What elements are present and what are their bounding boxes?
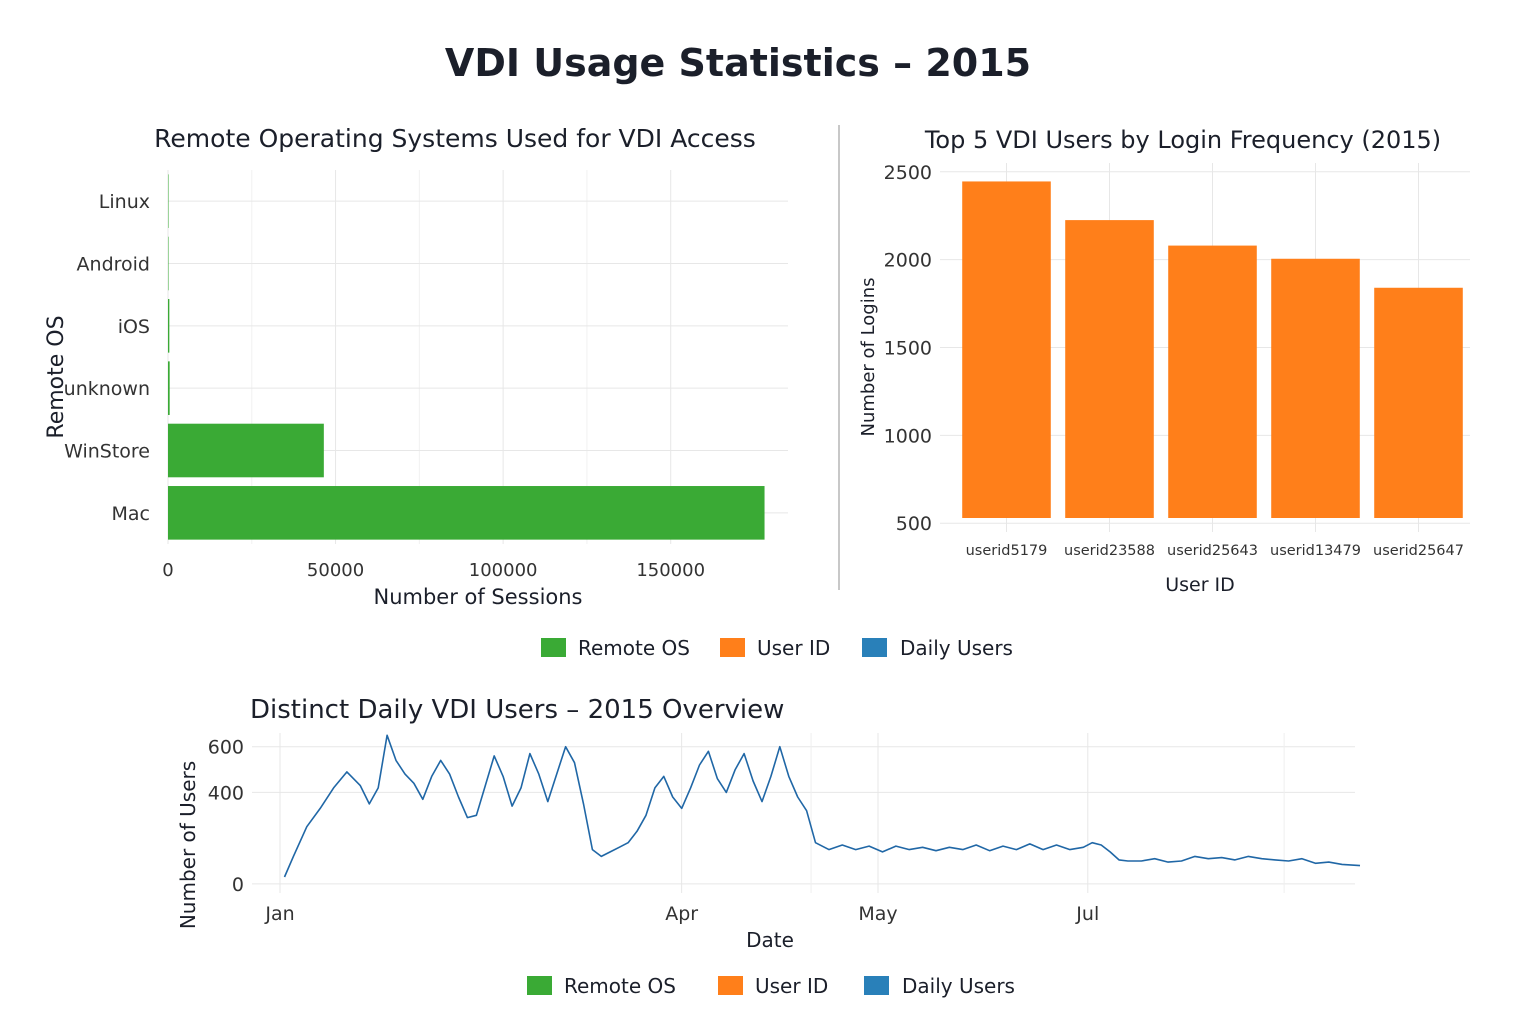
daily-users-chart-y-tick-label: 600 <box>208 737 244 759</box>
os-chart-x-tick-label: 100000 <box>469 560 538 581</box>
top-users-chart-bar-userid5179 <box>962 181 1051 518</box>
legend-label-daily-users: Daily Users <box>902 974 1015 998</box>
os-chart-title: Remote Operating Systems Used for VDI Ac… <box>154 124 756 153</box>
os-chart-x-axis-label: Number of Sessions <box>373 585 582 609</box>
daily-users-chart: Distinct Daily VDI Users – 2015 Overview… <box>176 695 1361 952</box>
daily-users-chart-x-axis-label: Date <box>746 928 794 952</box>
top-users-chart-y-tick-label: 500 <box>896 513 932 535</box>
daily-users-chart-grid <box>252 733 1355 893</box>
top-users-chart-bars <box>962 181 1463 519</box>
daily-users-chart-y-tick-label: 0 <box>232 874 244 896</box>
legend-swatch-remote-os <box>527 976 552 995</box>
daily-users-line <box>283 734 1361 878</box>
daily-users-chart-y-ticks: 0 400 600 <box>208 737 244 896</box>
top-users-chart-category-label: userid5179 <box>966 543 1048 559</box>
top-users-chart-bar-userid23588 <box>1065 220 1154 518</box>
top-users-chart-y-axis-label: Number of Logins <box>858 277 879 436</box>
top-users-chart-y-tick-label: 1500 <box>884 338 932 360</box>
top-users-chart-x-axis-label: User ID <box>1165 574 1235 596</box>
top-users-chart-category-label: userid23588 <box>1064 543 1155 559</box>
top-users-chart-category-label: userid25647 <box>1373 543 1464 559</box>
os-chart-bar-android <box>168 236 169 291</box>
legend-label-daily-users: Daily Users <box>900 636 1013 660</box>
top-users-chart: Top 5 VDI Users by Login Frequency (2015… <box>858 126 1470 596</box>
os-chart-category-label: Android <box>77 254 150 276</box>
os-chart-bar-mac <box>168 486 765 540</box>
top-users-chart-y-tick-label: 2500 <box>884 162 932 184</box>
top-users-chart-bar-userid13479 <box>1271 258 1360 518</box>
legend-swatch-remote-os <box>541 638 566 657</box>
legend-label-user-id: User ID <box>755 974 828 998</box>
daily-users-chart-series <box>283 734 1361 878</box>
os-chart-bar-unknown <box>168 361 170 415</box>
os-chart-x-tick-label: 0 <box>162 560 173 581</box>
legend-label-remote-os: Remote OS <box>564 974 676 998</box>
top-users-chart-y-tick-label: 1000 <box>884 425 932 447</box>
top-users-chart-category-label: userid25643 <box>1167 543 1258 559</box>
top-users-chart-y-tick-label: 2000 <box>884 250 932 272</box>
daily-users-chart-title: Distinct Daily VDI Users – 2015 Overview <box>250 695 784 725</box>
os-chart-category-label: iOS <box>118 316 150 338</box>
legend-top: Remote OS User ID Daily Users <box>541 636 1013 660</box>
os-chart-x-tick-label: 50000 <box>307 560 364 581</box>
top-users-chart-category-label: userid13479 <box>1270 543 1361 559</box>
top-users-chart-category-labels: userid5179 userid23588 userid25643 userid13… <box>966 543 1464 559</box>
top-users-chart-bar-userid25643 <box>1168 245 1257 519</box>
os-chart-bar-linux <box>168 174 169 228</box>
daily-users-chart-y-axis-label: Number of Users <box>176 761 200 929</box>
legend-swatch-daily-users <box>862 638 887 657</box>
os-chart: Remote Operating Systems Used for VDI Ac… <box>44 124 788 609</box>
daily-users-chart-x-tick-label: Apr <box>665 903 698 925</box>
os-chart-category-labels: Linux Android iOS unknown WinStore Mac <box>64 191 150 525</box>
os-chart-bars <box>168 174 765 540</box>
top-users-chart-title: Top 5 VDI Users by Login Frequency (2015… <box>924 126 1441 154</box>
legend-swatch-user-id <box>720 638 745 657</box>
os-chart-category-label: WinStore <box>64 441 150 463</box>
top-users-chart-y-ticks: 500 1000 1500 2000 2500 <box>884 162 932 535</box>
daily-users-chart-x-tick-label: Jul <box>1075 903 1099 925</box>
top-users-chart-bar-userid25647 <box>1374 287 1463 518</box>
legend-swatch-daily-users <box>864 976 889 995</box>
legend-swatch-user-id <box>718 976 743 995</box>
daily-users-chart-x-tick-label: May <box>858 903 897 925</box>
os-chart-category-label: Linux <box>99 191 150 213</box>
os-chart-y-axis-label: Remote OS <box>44 315 69 438</box>
os-chart-category-label: unknown <box>64 378 150 400</box>
daily-users-chart-x-ticks: Jan Apr May Jul <box>264 903 1099 925</box>
page-title: VDI Usage Statistics – 2015 <box>445 41 1031 85</box>
os-chart-bar-winstore <box>168 423 324 478</box>
daily-users-chart-x-tick-label: Jan <box>264 903 294 925</box>
legend-bottom: Remote OS User ID Daily Users <box>527 974 1015 998</box>
legend-label-remote-os: Remote OS <box>578 636 690 660</box>
os-chart-x-ticks: 0 50000 100000 150000 <box>162 560 705 581</box>
legend-label-user-id: User ID <box>757 636 830 660</box>
os-chart-category-label: Mac <box>112 503 150 525</box>
os-chart-x-tick-label: 150000 <box>636 560 705 581</box>
os-chart-bar-ios <box>168 299 170 353</box>
daily-users-chart-y-tick-label: 400 <box>208 782 244 804</box>
